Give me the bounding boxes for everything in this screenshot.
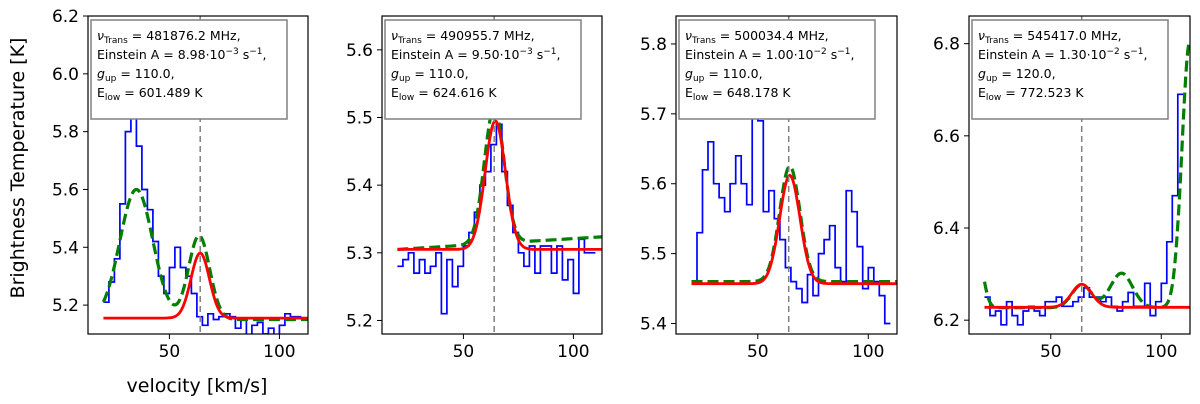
x-tick-label: 50 <box>159 342 181 362</box>
fit-line <box>103 251 308 320</box>
annotation-frequency: νTrans = 490955.7 MHz, <box>391 28 535 46</box>
y-axis-label: Brightness Temperature [K] <box>7 38 29 299</box>
fit-line <box>984 282 1190 309</box>
y-tick-label: 5.6 <box>640 175 667 195</box>
y-tick-label: 5.4 <box>640 315 667 335</box>
annotation-einstein-a: Einstein A = 1.30·10−2 s−1, <box>978 47 1148 62</box>
panel-490955-mhz: 50 100 5.2 5.3 5.4 5.5 5.6 νTrans = 490955.7 MH… <box>346 15 603 362</box>
x-tick-label: 50 <box>747 342 769 362</box>
y-tick-label: 5.7 <box>640 105 667 125</box>
observed-spectrum <box>397 123 596 315</box>
y-tick-label: 5.6 <box>52 180 79 200</box>
annotation-e-low: Elow = 601.489 K <box>97 85 203 103</box>
panel-500034-mhz: 50 100 5.4 5.5 5.6 5.7 5.8 νTrans = 500034.4 MH… <box>640 15 898 362</box>
annotation-frequency: νTrans = 545417.0 MHz, <box>978 28 1122 46</box>
x-tick-label: 100 <box>1145 342 1177 362</box>
observed-spectrum <box>984 93 1184 326</box>
observed-spectrum <box>103 116 302 334</box>
annotation-einstein-a: Einstein A = 9.50·10−3 s−1, <box>391 47 561 62</box>
model-dashed-line <box>101 187 308 322</box>
fit-line <box>691 173 897 286</box>
x-tick-label: 50 <box>453 342 475 362</box>
annotation-frequency: νTrans = 500034.4 MHz, <box>685 28 829 46</box>
y-tick-label: 6.4 <box>933 219 960 239</box>
y-tick-label: 6.0 <box>52 65 79 85</box>
y-tick-label: 5.2 <box>52 296 79 316</box>
y-tick-label: 5.6 <box>346 41 373 61</box>
x-tick-label: 100 <box>263 342 295 362</box>
panel-481876-mhz: 50 100 5.2 5.4 5.6 5.8 6.0 6.2 νTrans = 481876.2… <box>52 7 309 362</box>
observed-spectrum <box>691 106 891 325</box>
annotation-einstein-a: Einstein A = 8.98·10−3 s−1, <box>97 47 267 62</box>
annotation-e-low: Elow = 624.616 K <box>391 85 497 103</box>
y-tick-label: 6.2 <box>933 311 960 331</box>
annotation-g-up: gup = 110.0, <box>97 66 175 84</box>
x-axis-label: velocity [km/s] <box>127 375 268 397</box>
annotation-box <box>678 19 876 120</box>
annotation-einstein-a: Einstein A = 1.00·10−2 s−1, <box>685 47 855 62</box>
y-tick-label: 5.5 <box>346 108 373 128</box>
fit-line <box>397 119 602 251</box>
y-tick-label: 5.5 <box>640 245 667 265</box>
y-tick-label: 5.8 <box>52 123 79 143</box>
annotation-g-up: gup = 120.0, <box>978 66 1056 84</box>
model-dashed-line <box>691 164 897 284</box>
x-tick-label: 50 <box>1040 342 1062 362</box>
annotation-e-low: Elow = 648.178 K <box>685 85 791 103</box>
annotation-box <box>90 19 288 120</box>
x-tick-label: 100 <box>557 342 589 362</box>
annotation-g-up: gup = 110.0, <box>391 66 469 84</box>
annotation-frequency: νTrans = 481876.2 MHz, <box>97 28 241 46</box>
y-tick-label: 5.4 <box>346 176 373 196</box>
y-tick-label: 6.2 <box>52 7 79 27</box>
x-tick-label: 100 <box>852 342 884 362</box>
y-tick-label: 5.4 <box>52 238 79 258</box>
annotation-e-low: Elow = 772.523 K <box>978 85 1084 103</box>
y-tick-label: 5.2 <box>346 311 373 331</box>
y-tick-label: 5.3 <box>346 244 373 264</box>
axes-frame <box>968 15 1191 335</box>
annotation-g-up: gup = 110.0, <box>685 66 763 84</box>
axes-frame <box>87 15 309 335</box>
y-tick-label: 6.6 <box>933 127 960 147</box>
annotation-box <box>384 19 582 120</box>
annotation-box <box>971 19 1169 120</box>
axes-frame <box>381 15 603 335</box>
y-tick-label: 6.8 <box>933 35 960 55</box>
axes-frame <box>675 15 898 335</box>
y-tick-label: 5.8 <box>640 35 667 55</box>
